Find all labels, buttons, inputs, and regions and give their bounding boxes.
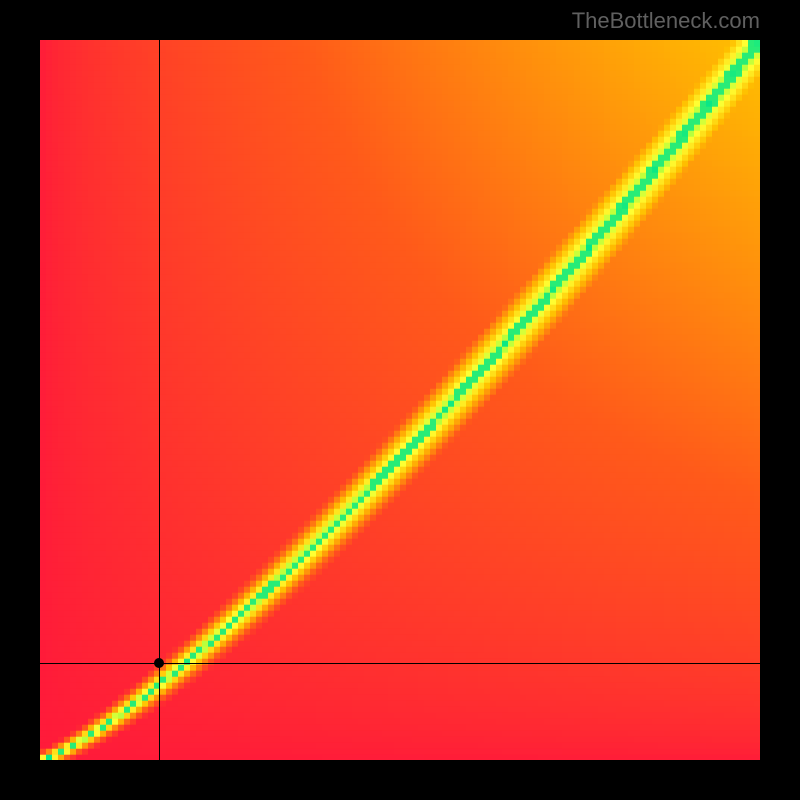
marker-dot bbox=[154, 658, 164, 668]
crosshair-horizontal bbox=[40, 663, 760, 664]
heatmap-canvas bbox=[40, 40, 760, 760]
crosshair-vertical bbox=[159, 40, 160, 760]
heatmap-plot bbox=[40, 40, 760, 760]
watermark-text: TheBottleneck.com bbox=[572, 8, 760, 34]
